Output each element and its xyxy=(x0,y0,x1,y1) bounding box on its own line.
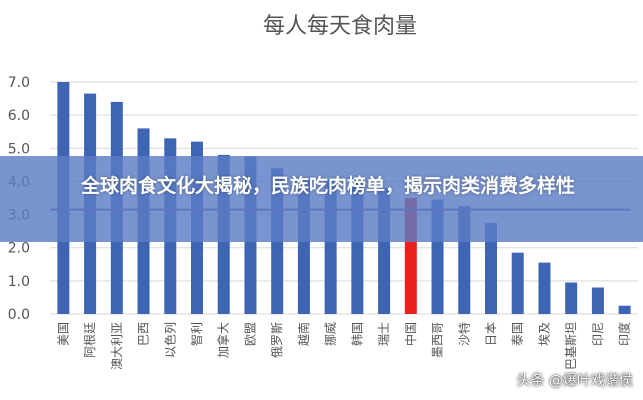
y-tick-label: 2.0 xyxy=(8,241,30,257)
watermark: 头条 @爆叶戏谐侯 xyxy=(516,373,633,389)
y-tick-label: 6.0 xyxy=(8,108,30,124)
bar-16 xyxy=(485,222,497,314)
bar-19 xyxy=(565,282,578,314)
chart-title: 每人每天食肉量 xyxy=(263,14,417,39)
category-label: 瑞士 xyxy=(377,322,391,346)
x-axis-labels: 美国 阿根廷 澳大利亚 巴西 以色列 智利 加拿大 欧盟 俄罗斯 越南 挪威 韩国 瑞士 中国 墨西哥 沙特日… xyxy=(56,322,631,370)
bar-18 xyxy=(538,262,551,314)
category-label: 韩国 xyxy=(349,322,364,346)
category-label: 以色列 xyxy=(163,322,177,358)
category-label: 美国 xyxy=(56,322,70,346)
headline-text: 全球肉食文化大揭秘，民族吃肉榜单，揭示肉类消费多样性 xyxy=(80,175,575,197)
category-label: 沙特 xyxy=(456,322,471,346)
y-tick-label: 7.0 xyxy=(8,75,30,91)
category-label: 智利 xyxy=(189,322,204,346)
bar-17 xyxy=(511,252,524,314)
category-label: 加拿大 xyxy=(216,322,231,358)
category-label: 越南 xyxy=(296,322,311,346)
category-label: 印度 xyxy=(617,322,632,346)
y-tick-label: 1.0 xyxy=(8,274,30,290)
y-tick-label: 0.0 xyxy=(8,307,30,323)
category-label: 墨西哥 xyxy=(431,322,445,358)
bar-21 xyxy=(618,305,631,314)
category-label: 阿根廷 xyxy=(83,322,97,358)
category-label: 巴基斯坦 xyxy=(564,322,578,370)
category-label: 印尼 xyxy=(591,322,605,346)
category-label: 埃及 xyxy=(537,322,551,346)
category-label: 日本 xyxy=(484,322,498,346)
category-label: 欧盟 xyxy=(243,322,257,346)
category-label: 泰国 xyxy=(511,322,525,346)
bar-20 xyxy=(591,287,604,314)
category-label: 中国 xyxy=(403,322,418,346)
category-label: 俄罗斯 xyxy=(270,322,284,358)
y-tick-label: 5.0 xyxy=(8,141,30,157)
category-label: 澳大利亚 xyxy=(110,322,124,370)
headline-banner: 全球肉食文化大揭秘，民族吃肉榜单，揭示肉类消费多样性 xyxy=(0,156,643,242)
category-label: 巴西 xyxy=(137,322,151,346)
category-label: 挪威 xyxy=(324,322,338,346)
